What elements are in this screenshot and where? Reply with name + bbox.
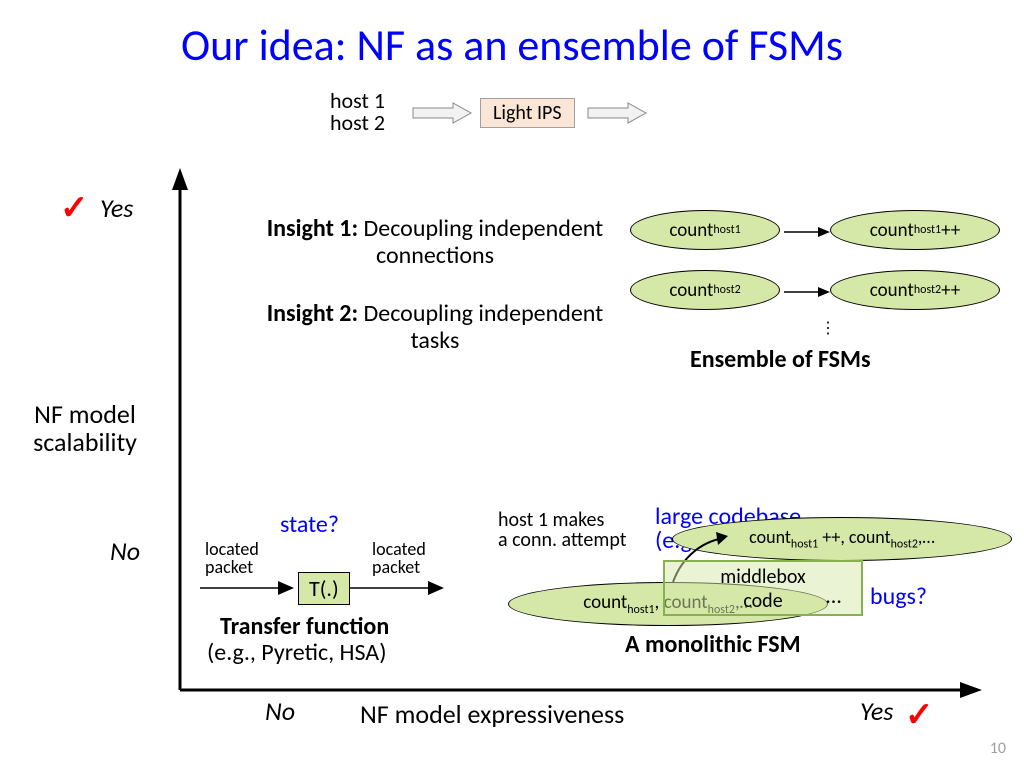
checkmark-yes-x: ✓ xyxy=(905,695,934,736)
arrow-into-ips xyxy=(405,98,475,128)
ensemble-node-2: counthost1++ xyxy=(830,210,1000,250)
tf-arrow-in xyxy=(198,578,298,598)
transfer-function-box: T(.) xyxy=(298,572,350,605)
state-question: state? xyxy=(280,510,339,539)
ensemble-arrow-2 xyxy=(782,282,832,302)
x-axis-yes: Yes xyxy=(860,695,893,727)
ensemble-dots: ⋮ xyxy=(820,318,836,338)
ensemble-node-1: counthost1 xyxy=(630,210,780,250)
ensemble-node-4: counthost2++ xyxy=(830,270,1000,310)
x-axis-no: No xyxy=(265,695,295,727)
located-packet-in: located packet xyxy=(205,540,259,576)
checkmark-yes-y: ✓ xyxy=(60,188,89,229)
y-axis-yes: Yes xyxy=(100,192,133,224)
ensemble-node-3: counthost2 xyxy=(630,270,780,310)
ensemble-arrow-1 xyxy=(782,222,832,242)
y-axis-no: No xyxy=(110,535,140,567)
arrow-out-ips xyxy=(580,98,650,128)
bugs-question: bugs? xyxy=(870,582,927,611)
tf-arrow-out xyxy=(348,578,448,598)
insight-2: Insight 2: Decoupling independent tasks xyxy=(260,300,610,354)
tf-caption: Transfer function xyxy=(220,612,389,641)
ellipsis-dots: … xyxy=(826,582,841,609)
y-axis-label: NF model scalability xyxy=(0,400,170,456)
insight-1: Insight 1: Decoupling independent connec… xyxy=(260,215,610,269)
light-ips-box: Light IPS xyxy=(480,98,575,128)
located-packet-out: located packet xyxy=(372,540,426,576)
x-axis-label: NF model expressiveness xyxy=(360,698,624,730)
page-title: Our idea: NF as an ensemble of FSMs xyxy=(0,18,1024,72)
mono-caption: A monolithic FSM xyxy=(625,630,801,659)
hosts-label: host 1 host 2 xyxy=(330,90,385,134)
page-number: 10 xyxy=(990,739,1006,758)
tf-eg: (e.g., Pyretic, HSA) xyxy=(207,638,386,667)
ensemble-caption: Ensemble of FSMs xyxy=(690,345,871,374)
mono-event: host 1 makes a conn. attempt xyxy=(498,510,626,550)
